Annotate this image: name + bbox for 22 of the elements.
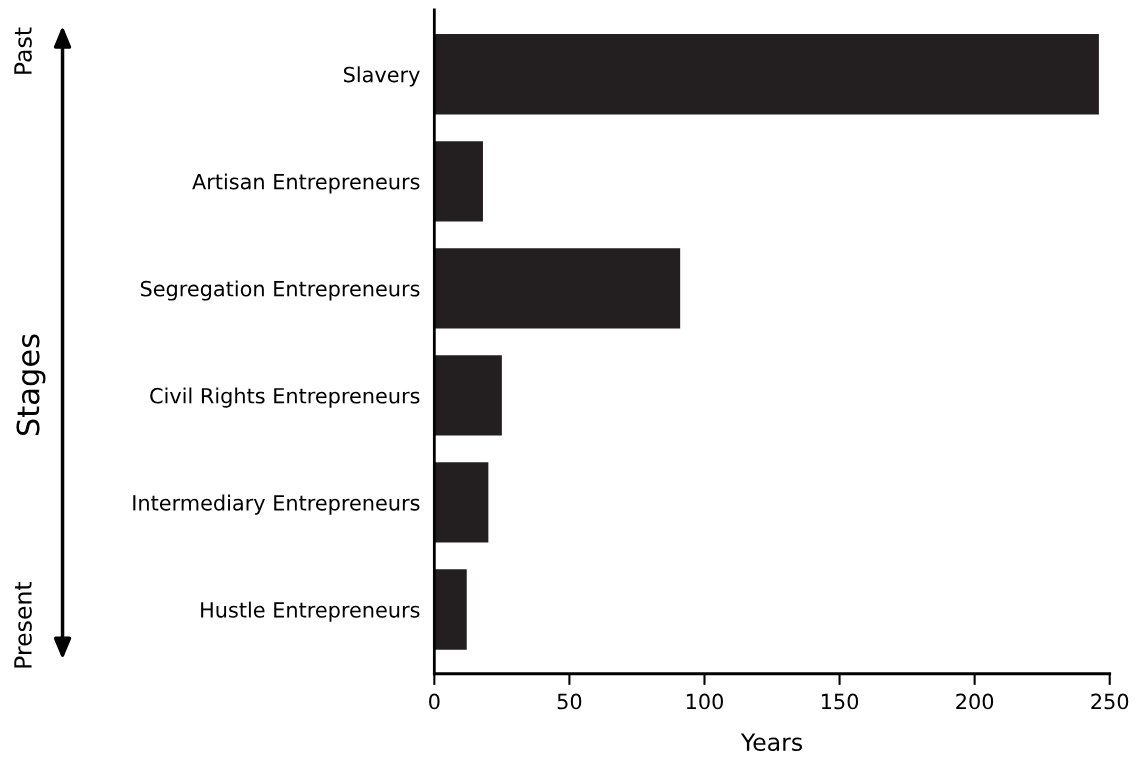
x-tick-label: 100	[686, 693, 723, 710]
bar	[434, 462, 489, 543]
y-tick-label: Hustle Entrepreneurs	[201, 601, 420, 622]
y-tick-label: Segregation Entrepreneurs	[140, 280, 420, 301]
bar	[434, 34, 1099, 115]
y-tick-label: Intermediary Entrepreneurs	[133, 494, 420, 515]
text: Past	[14, 27, 32, 74]
y-tick-label: Civil Rights Entrepreneurs	[150, 387, 420, 408]
y-tick-label: Slavery	[343, 66, 420, 87]
x-tick-label: 150	[821, 693, 859, 710]
bar	[434, 141, 483, 222]
text: Present	[14, 581, 32, 668]
x-tick-label: 250	[1091, 693, 1129, 710]
bar	[434, 248, 681, 329]
y-axis-title: Stages	[16, 334, 46, 436]
x-tick-label: 50	[557, 693, 582, 710]
x-tick-label: 200	[956, 693, 994, 710]
x-tick-label: 0	[429, 693, 440, 710]
y-tick-label: Artisan Entrepreneurs	[192, 173, 420, 194]
bar	[434, 355, 502, 436]
x-axis-title: Years	[740, 733, 803, 752]
bar	[434, 569, 467, 650]
